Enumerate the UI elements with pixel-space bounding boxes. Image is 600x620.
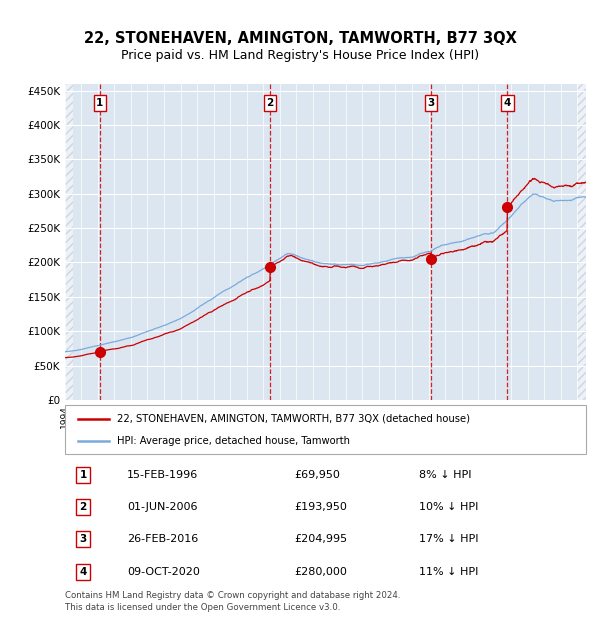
Text: 01-JUN-2006: 01-JUN-2006 xyxy=(127,502,198,512)
Text: £193,950: £193,950 xyxy=(294,502,347,512)
Text: Contains HM Land Registry data © Crown copyright and database right 2024.
This d: Contains HM Land Registry data © Crown c… xyxy=(65,591,400,613)
Text: £204,995: £204,995 xyxy=(294,534,347,544)
Text: 1: 1 xyxy=(79,470,86,480)
FancyBboxPatch shape xyxy=(65,405,586,454)
Text: £280,000: £280,000 xyxy=(294,567,347,577)
Text: 26-FEB-2016: 26-FEB-2016 xyxy=(127,534,199,544)
Bar xyxy=(577,84,586,400)
Text: 22, STONEHAVEN, AMINGTON, TAMWORTH, B77 3QX (detached house): 22, STONEHAVEN, AMINGTON, TAMWORTH, B77 … xyxy=(117,414,470,423)
Text: 8% ↓ HPI: 8% ↓ HPI xyxy=(419,470,472,480)
Bar xyxy=(65,84,73,400)
Text: 15-FEB-1996: 15-FEB-1996 xyxy=(127,470,199,480)
Text: 1: 1 xyxy=(96,98,103,108)
Text: 3: 3 xyxy=(427,98,434,108)
Text: 2: 2 xyxy=(79,502,86,512)
Text: 4: 4 xyxy=(79,567,87,577)
Text: 09-OCT-2020: 09-OCT-2020 xyxy=(127,567,200,577)
Text: 22, STONEHAVEN, AMINGTON, TAMWORTH, B77 3QX: 22, STONEHAVEN, AMINGTON, TAMWORTH, B77 … xyxy=(83,31,517,46)
Text: 4: 4 xyxy=(504,98,511,108)
Text: £69,950: £69,950 xyxy=(294,470,340,480)
Text: 10% ↓ HPI: 10% ↓ HPI xyxy=(419,502,478,512)
Text: 11% ↓ HPI: 11% ↓ HPI xyxy=(419,567,478,577)
Text: HPI: Average price, detached house, Tamworth: HPI: Average price, detached house, Tamw… xyxy=(117,436,350,446)
Text: 3: 3 xyxy=(79,534,86,544)
Text: Price paid vs. HM Land Registry's House Price Index (HPI): Price paid vs. HM Land Registry's House … xyxy=(121,50,479,62)
Text: 2: 2 xyxy=(266,98,274,108)
Text: 17% ↓ HPI: 17% ↓ HPI xyxy=(419,534,478,544)
